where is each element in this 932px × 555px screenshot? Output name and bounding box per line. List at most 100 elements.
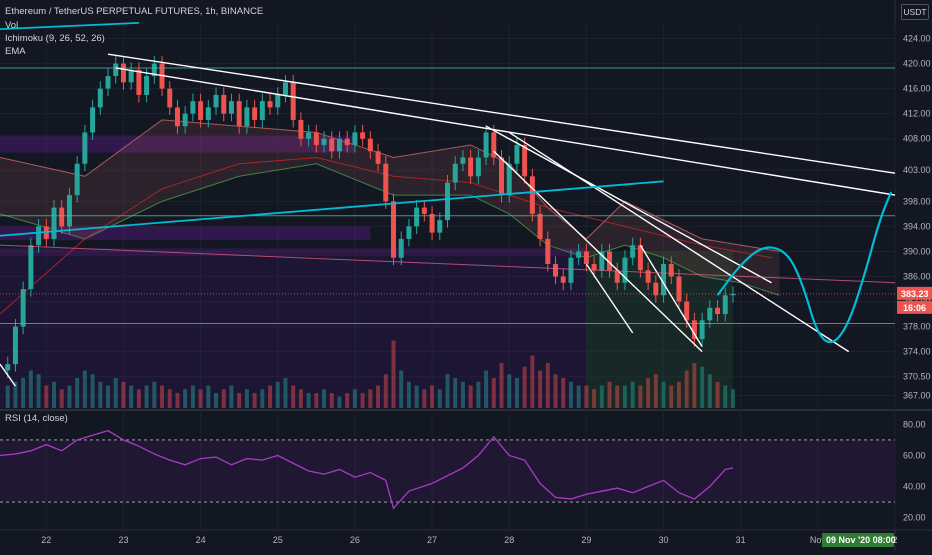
rsi-tick-label: 20.00	[903, 513, 926, 523]
volume-bar	[345, 393, 350, 408]
candle-body	[691, 320, 697, 340]
candle-body	[244, 107, 250, 127]
candle-body	[128, 69, 134, 83]
candle-body	[421, 207, 427, 214]
volume-bar	[460, 381, 465, 408]
volume-bar	[260, 389, 265, 408]
trend-line-cyan	[0, 180, 664, 237]
price-tick-label: 386.00	[903, 271, 931, 281]
symbol-title[interactable]: Ethereum / TetherUS PERPETUAL FUTURES, 1…	[5, 6, 264, 17]
rsi-indicator-label[interactable]: RSI (14, close)	[5, 413, 68, 424]
volume-bar	[268, 385, 273, 408]
candle-body	[136, 69, 142, 95]
ichimoku-indicator-label[interactable]: Ichimoku (9, 26, 52, 26)	[5, 33, 105, 44]
time-tick-label: 30	[659, 535, 669, 545]
volume-bar	[175, 393, 180, 408]
price-tick-label: 408.00	[903, 134, 931, 144]
countdown-box	[897, 300, 932, 314]
candle-body	[113, 63, 119, 77]
volume-bar	[715, 381, 720, 408]
volume-bar	[90, 374, 95, 408]
volume-bar	[646, 378, 651, 408]
volume-bar	[684, 370, 689, 408]
candle-body	[144, 76, 150, 95]
range-zone	[0, 248, 587, 257]
candle-body	[5, 364, 11, 371]
candle-body	[298, 119, 304, 139]
price-tick-label: 367.00	[903, 390, 931, 400]
volume-bar	[723, 385, 728, 408]
candle-body	[383, 163, 389, 202]
price-tick-label: 378.00	[903, 322, 931, 332]
volume-bar	[21, 378, 26, 408]
volume-bar	[661, 381, 666, 408]
time-tick-label: 26	[350, 535, 360, 545]
volume-bar	[530, 355, 535, 408]
candle-body	[174, 107, 180, 127]
countdown-value: 16:06	[903, 303, 926, 313]
volume-bar	[468, 385, 473, 408]
candle-body	[668, 263, 674, 277]
volume-bar	[383, 374, 388, 408]
candle-body	[66, 195, 72, 227]
volume-bar	[106, 385, 111, 408]
price-tag-value: 383.23	[901, 289, 929, 299]
ema-indicator-label[interactable]: EMA	[5, 46, 26, 57]
volume-bar	[28, 370, 33, 408]
volume-bar	[576, 385, 581, 408]
volume-bar	[568, 381, 573, 408]
volume-bar	[229, 385, 234, 408]
rsi-band	[0, 439, 895, 503]
price-tick-label: 394.00	[903, 221, 931, 231]
volume-bar	[414, 385, 419, 408]
candle-body	[306, 132, 312, 139]
candle-body	[105, 76, 111, 89]
volume-bar	[391, 340, 396, 408]
candle-body	[637, 245, 643, 271]
volume-bar	[136, 389, 141, 408]
volume-bar	[44, 385, 49, 408]
volume-bar	[599, 385, 604, 408]
volume-bar	[676, 381, 681, 408]
volume-bar	[707, 374, 712, 408]
volume-bar	[144, 385, 149, 408]
currency-button[interactable]: USDT	[901, 4, 929, 20]
range-zone	[0, 257, 587, 408]
candle-body	[599, 251, 605, 271]
price-tick-label: 403.00	[903, 165, 931, 175]
candle-body	[205, 107, 211, 120]
candle-body	[290, 82, 296, 120]
candle-body	[367, 138, 373, 152]
volume-bar	[376, 385, 381, 408]
candle-body	[190, 101, 196, 114]
candle-body	[483, 132, 489, 158]
time-tick-label: 31	[736, 535, 746, 545]
time-tick-label: 25	[273, 535, 283, 545]
volume-bar	[522, 366, 527, 408]
volume-bar	[322, 389, 327, 408]
price-tick-label: 374.00	[903, 347, 931, 357]
price-tick-label: 416.00	[903, 84, 931, 94]
candle-body	[398, 238, 404, 258]
candle-body	[414, 207, 420, 227]
volume-bar	[507, 374, 512, 408]
time-tick-label: Nov	[810, 535, 827, 545]
candle-body	[522, 144, 528, 177]
volume-bar	[476, 381, 481, 408]
volume-bar	[545, 363, 550, 408]
volume-bar	[592, 389, 597, 408]
vol-indicator-label[interactable]: Vol	[5, 20, 19, 31]
volume-bar	[669, 385, 674, 408]
trend-line-cyan	[0, 21, 139, 31]
trend-line	[639, 244, 703, 347]
candle-body	[707, 307, 713, 321]
ema-line	[0, 157, 772, 315]
volume-bar	[252, 393, 257, 408]
time-tick-label: 27	[427, 535, 437, 545]
candle-body	[259, 101, 265, 120]
candle-body	[406, 226, 412, 239]
volume-bar	[700, 366, 705, 408]
volume-bar	[221, 389, 226, 408]
